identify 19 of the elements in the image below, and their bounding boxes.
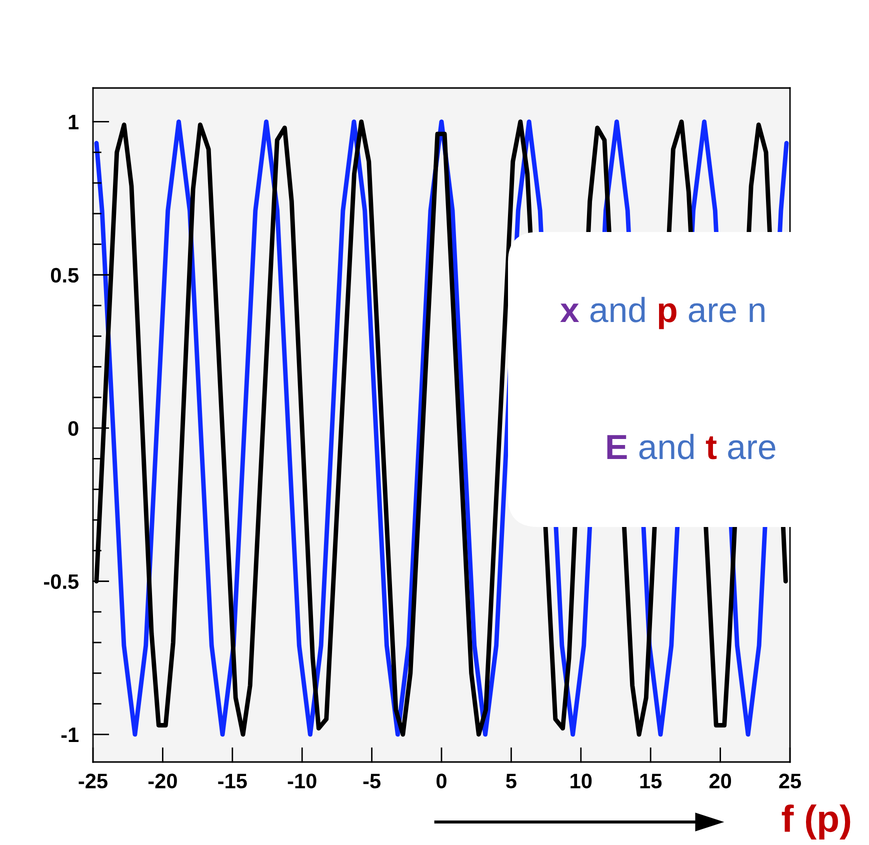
x-tick-label: 15 <box>640 774 662 788</box>
y-tick-label: 1 <box>68 114 79 130</box>
x-tick-label: -10 <box>288 774 316 788</box>
y-tick-label: 0 <box>68 421 78 436</box>
x-tick-label: 20 <box>709 774 732 788</box>
x-tick-label: -5 <box>363 774 380 788</box>
x-tick-label: 10 <box>570 774 592 788</box>
x-tick-label: -15 <box>218 774 247 788</box>
annotation: E and t are <box>607 434 776 460</box>
x-axis-title: f (p) <box>782 804 850 840</box>
y-tick-label: -1 <box>61 728 79 742</box>
x-tick-label: 25 <box>779 774 802 788</box>
y-tick-label: 0.5 <box>50 268 79 283</box>
x-tick-label: 0 <box>436 774 446 788</box>
annotation: x and p are n <box>560 296 764 330</box>
y-tick-label: -0.5 <box>44 574 79 589</box>
x-tick-label: 5 <box>506 774 516 788</box>
x-tick-label: -25 <box>78 774 108 788</box>
x-tick-label: -20 <box>148 774 177 788</box>
